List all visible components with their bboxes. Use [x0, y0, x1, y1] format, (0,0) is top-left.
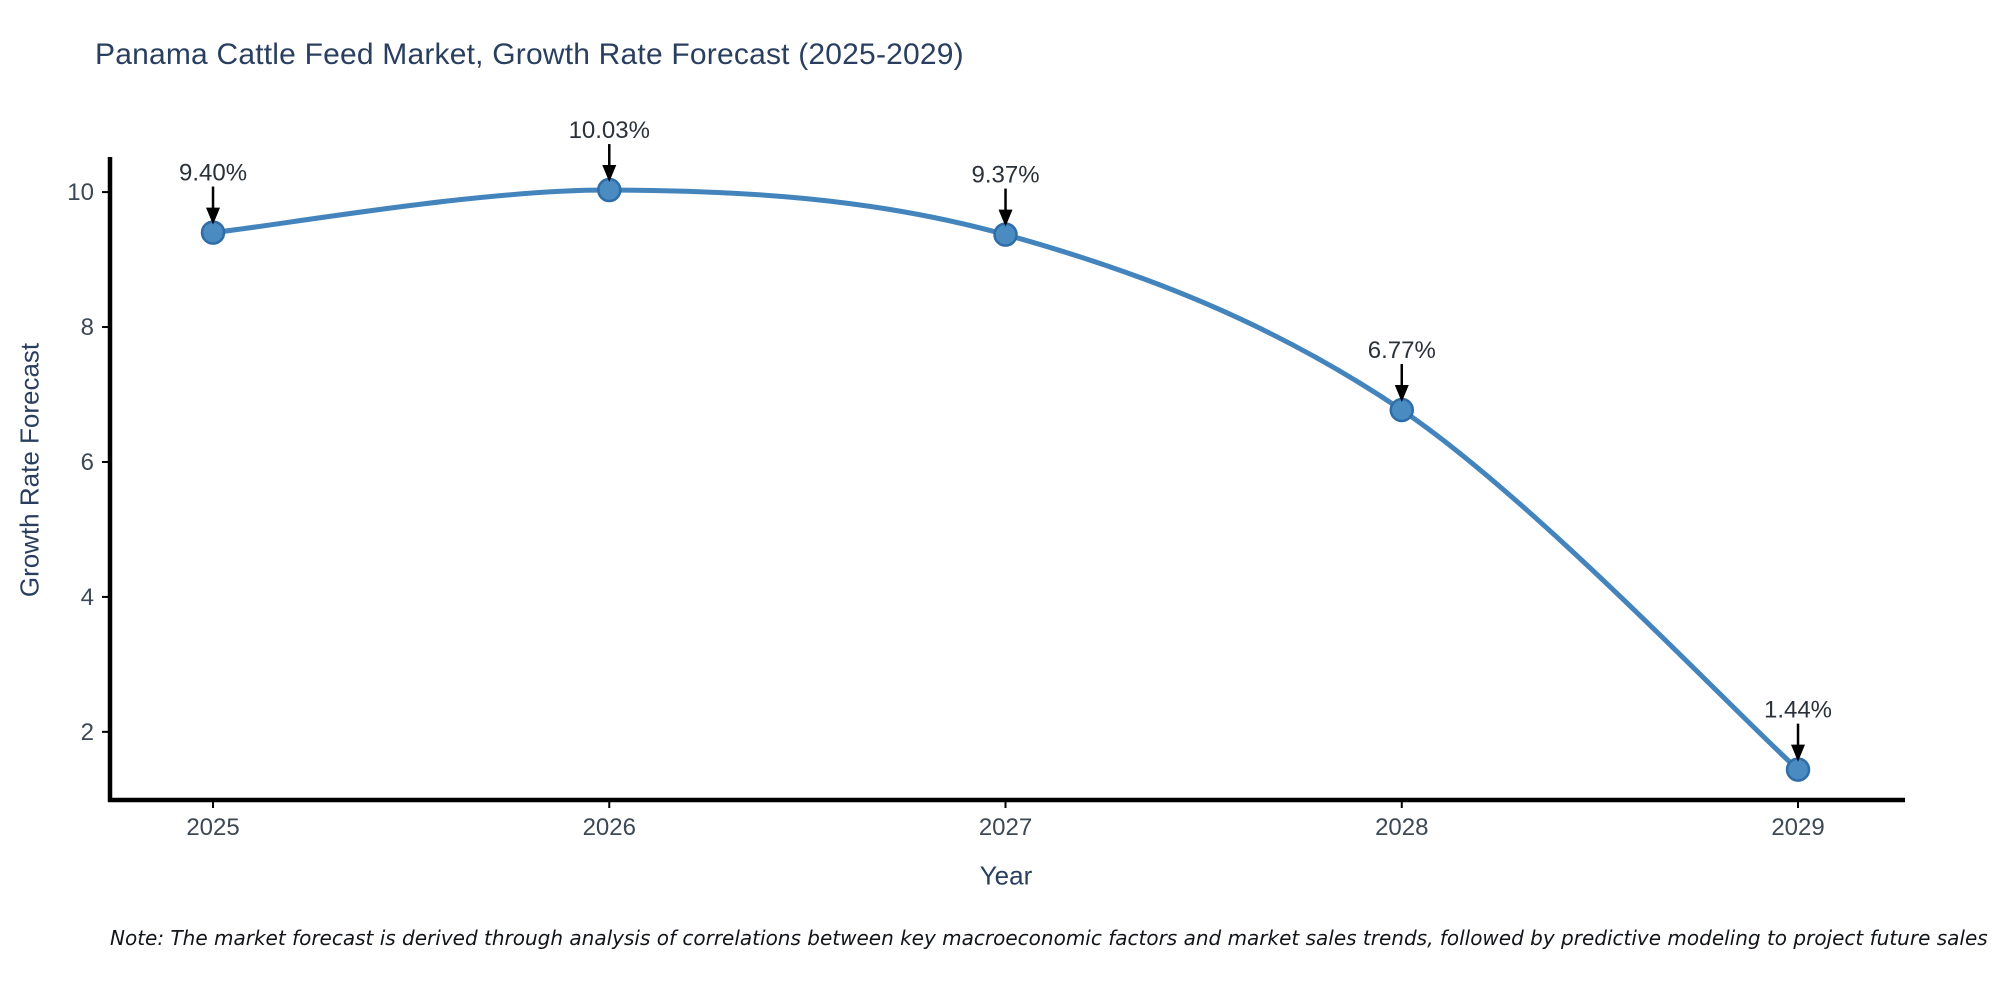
- data-point-label: 6.77%: [1368, 337, 1436, 364]
- x-tick-label: 2026: [583, 814, 636, 841]
- x-tick-label: 2028: [1375, 814, 1428, 841]
- x-tick-label: 2027: [979, 814, 1032, 841]
- annotation-arrow-head: [206, 207, 221, 225]
- series-line: [210, 187, 1801, 773]
- data-point: [993, 222, 1018, 247]
- annotation-arrow-head: [602, 165, 617, 183]
- data-point: [1785, 757, 1811, 782]
- annotation-arrow-head: [998, 209, 1013, 227]
- data-point: [200, 220, 226, 245]
- footnote: Note: The market forecast is derived thr…: [110, 926, 1988, 950]
- y-tick-label: 2: [81, 719, 94, 746]
- annotation-arrow-head: [1394, 385, 1409, 403]
- data-point: [1389, 397, 1415, 423]
- y-axis-label: Growth Rate Forecast: [14, 342, 45, 598]
- data-point-label: 1.44%: [1764, 697, 1832, 724]
- x-axis-label: Year: [979, 860, 1033, 891]
- data-point-label: 10.03%: [569, 117, 650, 144]
- data-point-label: 9.37%: [971, 162, 1039, 189]
- x-tick-label: 2025: [186, 814, 239, 841]
- data-point: [597, 177, 622, 203]
- annotation-arrow-head: [1791, 744, 1806, 762]
- chart-title: Panama Cattle Feed Market, Growth Rate F…: [95, 38, 964, 71]
- y-tick-label: 6: [81, 449, 94, 476]
- data-point-label: 9.40%: [179, 160, 247, 187]
- y-tick-label: 10: [67, 179, 94, 206]
- x-tick-label: 2029: [1771, 814, 1824, 841]
- y-tick-label: 8: [81, 314, 94, 341]
- y-tick-label: 4: [81, 584, 94, 611]
